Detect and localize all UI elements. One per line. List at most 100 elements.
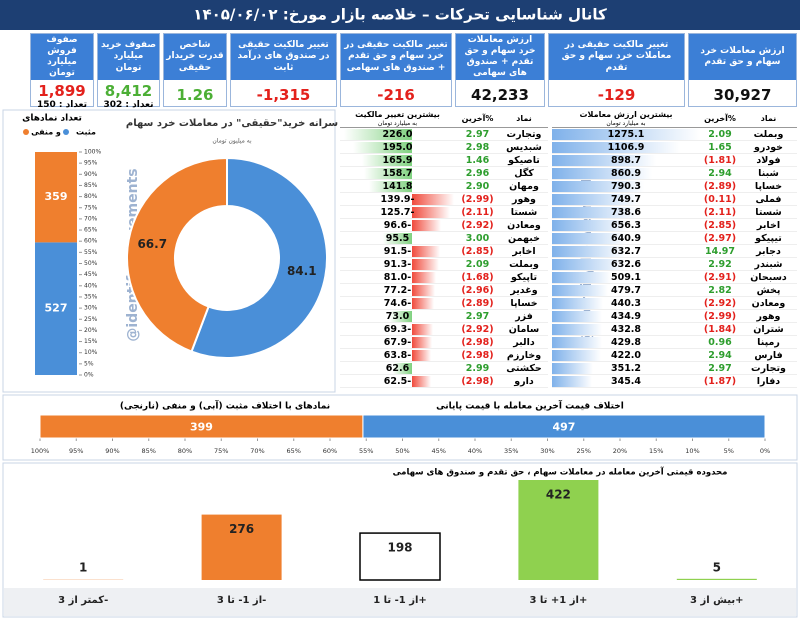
y-tick-label: 65% [84, 227, 98, 234]
table-unit: به میلیارد تومان [606, 120, 646, 127]
data-bar [353, 141, 412, 153]
bar-cell: -96.6 [340, 219, 455, 232]
change: 2.98 [465, 141, 490, 153]
data-bar [412, 375, 431, 387]
legend-marker [23, 129, 29, 135]
bar-cell: 860.9 [552, 167, 700, 180]
table-row: وهور (2.99) -139.9 [340, 193, 548, 206]
table-row: شتران (1.84) 432.8 [552, 323, 797, 336]
value-label: 345.4 [610, 375, 642, 387]
x-tick-label: 85% [142, 447, 156, 455]
symbol: فارس [754, 349, 783, 361]
symbol: وتجارت [506, 128, 542, 140]
value-label: 422.0 [610, 349, 642, 361]
x-tick-label: 95% [69, 447, 83, 455]
bar-cell: 632.7 [552, 245, 700, 258]
symbol: تاپیکو [510, 271, 538, 283]
change: (2.99) [703, 310, 737, 322]
table-row: اخابر (2.85) -91.5 [340, 245, 548, 258]
x-tick-label: از 1- تا 3- [217, 595, 266, 606]
value-label: -77.2 [383, 284, 412, 296]
bar-cell: 345.4 [552, 375, 700, 388]
table-row: فزر 2.97 73.0 [340, 310, 548, 323]
value-label: 165.9 [382, 154, 413, 166]
change: (2.92) [703, 297, 737, 309]
card-value: 30,927 [713, 86, 772, 104]
x-tick-label: 35% [504, 447, 518, 455]
symbol: اخابر [756, 219, 781, 231]
x-tick-label: 70% [250, 447, 264, 455]
x-tick-label: 30% [540, 447, 554, 455]
change: 2.97 [465, 310, 490, 322]
frame [2, 462, 798, 618]
data-bar [552, 245, 626, 257]
symbol: شبندر [754, 258, 783, 270]
bar-cell: -69.3 [340, 323, 455, 336]
table-row: ومعادن (2.92) -96.6 [340, 219, 548, 232]
change: (2.85) [461, 245, 494, 257]
value-label: 440.3 [610, 297, 642, 309]
category-strip [4, 588, 796, 616]
chart-title: محدوده قیمتی آخرین معامله در معاملات سها… [393, 466, 728, 478]
card: شاخص قدرت خریدار حقیقی 1.26 [163, 33, 227, 107]
y-tick-label: 80% [84, 193, 98, 200]
symbol: شبنا [758, 167, 779, 179]
value-label: 790.3 [610, 180, 642, 192]
bar-cell: 749.7 [552, 193, 700, 206]
value-label: 479.7 [610, 284, 642, 296]
bar-cell: 226.0 [340, 128, 455, 141]
y-tick-label: 100% [84, 149, 101, 156]
slice-label: 84.1 [287, 264, 317, 278]
table-row: تیپیکو (2.97) 640.9 [552, 232, 797, 245]
y-tick-label: 5% [84, 360, 94, 367]
card-value: 1.26 [176, 86, 214, 104]
bar-label: 399 [190, 421, 213, 434]
bar-label: 198 [387, 541, 412, 555]
symbol: خساپا [510, 297, 538, 309]
change: (1.68) [461, 271, 494, 283]
data-bar [552, 180, 644, 192]
table-row: دجابر 14.97 632.7 [552, 245, 797, 258]
symbol: شتران [753, 323, 784, 335]
chart-title: اختلاف قیمت آخرین معامله با قیمت پایانی [436, 400, 624, 412]
value-label: 749.7 [610, 193, 642, 205]
table-row: تاپیکو (1.68) -81.0 [340, 271, 548, 284]
table-row: وغدیر (2.96) -77.2 [340, 284, 548, 297]
table-row: ومعادن (2.92) 440.3 [552, 297, 797, 310]
card-value: -129 [597, 86, 636, 104]
card: صفوف خرید میلیارد تومان 8,412 تعداد : 302 [97, 33, 160, 110]
data-bar [393, 362, 412, 374]
change: 14.97 [704, 245, 736, 257]
change: 2.09 [465, 258, 490, 270]
change: (2.99) [461, 193, 494, 205]
bar-label: 359 [45, 190, 68, 203]
bar [676, 578, 757, 580]
value-label: 860.9 [610, 167, 642, 179]
pie-slice [190, 156, 328, 359]
data-bar [552, 336, 602, 348]
data-bar [552, 219, 629, 231]
bar-cell: 422.0 [552, 349, 700, 362]
change: (1.84) [703, 323, 737, 335]
value-label: 429.8 [610, 336, 642, 348]
change: 0.96 [708, 336, 732, 348]
bar-segment [39, 414, 364, 439]
change: (2.11) [703, 206, 737, 218]
value-label: 738.6 [610, 206, 642, 218]
symbol: دالبر [513, 336, 535, 348]
symbol: تیپیکو [755, 232, 782, 244]
change: 2.92 [708, 258, 732, 270]
change: (2.91) [703, 271, 737, 283]
change: 1.65 [708, 141, 732, 153]
symbol: دفارا [756, 375, 781, 387]
value-label: -63.8 [383, 349, 412, 361]
value-label: 351.2 [610, 362, 642, 374]
table-row: فملی (0.11) 749.7 [552, 193, 797, 206]
value-label: 226.0 [382, 128, 413, 140]
card: تغییر مالکیت حقیقی در معاملات خرد سهام و… [548, 33, 685, 107]
table-row: خبهمن 3.00 95.5 [340, 232, 548, 245]
x-tick-label: از 1- تا 1+ [373, 595, 427, 606]
card-value: 8,412 [104, 82, 153, 100]
table-row: وهور (2.99) 434.9 [552, 310, 797, 323]
